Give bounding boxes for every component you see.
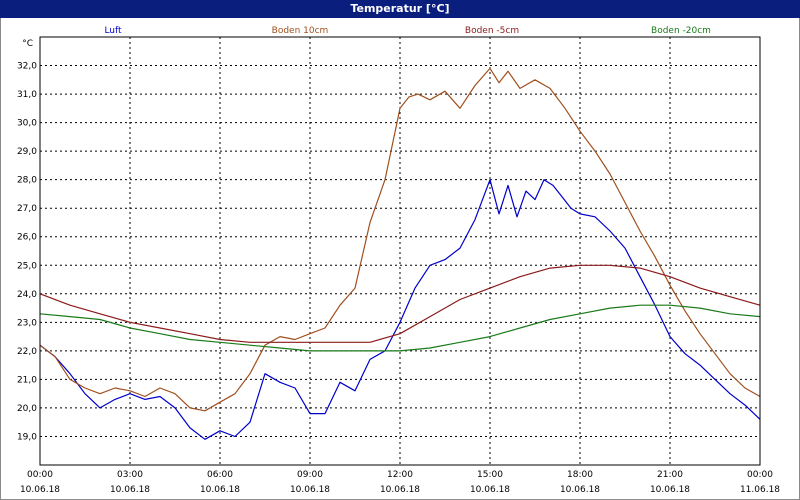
y-tick-label: 25,0 [17,261,37,271]
x-tick-time: 03:00 [117,470,143,480]
y-tick-label: 28,0 [17,176,37,186]
series-line-3 [39,304,761,352]
x-tick-time: 09:00 [297,470,323,480]
x-tick-date: 10.06.18 [200,485,240,495]
x-tick-time: 12:00 [387,470,413,480]
y-tick-label: 32,0 [17,62,37,72]
x-tick-time: 18:00 [567,470,593,480]
series-line-2 [39,264,761,343]
x-tick-date: 10.06.18 [380,485,420,495]
grid [40,37,760,465]
y-tick-label: 23,0 [17,318,37,328]
y-axis-unit-label: °C [22,39,33,49]
series-line-1 [39,67,761,412]
legend: Luft Boden 10cm Boden -5cm Boden -20cm [104,26,711,36]
y-tick-label: 24,0 [17,290,37,300]
series-lines [39,67,761,440]
y-tick-label: 30,0 [17,119,37,129]
series-line-0 [39,179,761,440]
y-tick-label: 31,0 [17,90,37,100]
y-tick-label: 21,0 [17,375,37,385]
legend-entry: Boden -5cm [465,26,519,36]
y-tick-label: 29,0 [17,147,37,157]
x-tick-date: 11.06.18 [740,485,780,495]
y-axis: 19,0 20,0 21,0 22,0 23,0 24,0 25,0 26,0 27,0 28,0… [17,62,37,443]
x-tick-time: 00:00 [747,470,773,480]
y-tick-label: 20,0 [17,404,37,414]
y-tick-label: 19,0 [17,432,37,442]
x-tick-date: 10.06.18 [110,485,150,495]
legend-entry: Luft [104,26,122,36]
x-tick-time: 15:00 [477,470,503,480]
x-tick-time: 00:00 [27,470,53,480]
x-tick-time: 21:00 [657,470,683,480]
x-tick-date: 10.06.18 [560,485,600,495]
plot-border [39,36,761,466]
x-tick-date: 10.06.18 [650,485,690,495]
y-tick-label: 22,0 [17,347,37,357]
legend-entry: Boden 10cm [272,26,329,36]
x-tick-time: 06:00 [207,470,233,480]
x-axis: 00:00 10.06.18 03:00 10.06.18 06:00 10.06.18 0… [20,470,780,495]
y-tick-label: 26,0 [17,233,37,243]
x-tick-date: 10.06.18 [20,485,60,495]
x-tick-date: 10.06.18 [290,485,330,495]
x-tick-date: 10.06.18 [470,485,510,495]
window-title: Temperatur [°C] [0,0,800,18]
legend-entry: Boden -20cm [651,26,711,36]
y-tick-label: 27,0 [17,204,37,214]
